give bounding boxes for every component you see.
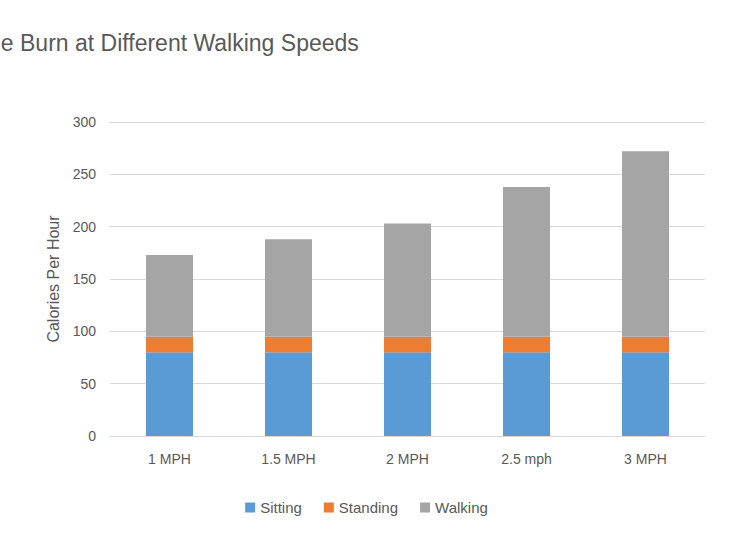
svg-text:2.5 mph: 2.5 mph xyxy=(501,451,552,467)
svg-text:Sitting: Sitting xyxy=(260,499,302,516)
svg-text:300: 300 xyxy=(73,114,97,130)
svg-text:3 MPH: 3 MPH xyxy=(624,451,667,467)
svg-text:2 MPH: 2 MPH xyxy=(386,451,429,467)
svg-text:Calories Per Hour: Calories Per Hour xyxy=(45,215,62,343)
svg-text:0: 0 xyxy=(88,428,96,444)
svg-text:200: 200 xyxy=(73,219,97,235)
svg-text:150: 150 xyxy=(73,271,97,287)
svg-text:Standing: Standing xyxy=(339,499,398,516)
svg-text:Walking: Walking xyxy=(435,499,488,516)
svg-text:250: 250 xyxy=(73,166,97,182)
svg-text:50: 50 xyxy=(80,376,96,392)
svg-text:100: 100 xyxy=(73,323,97,339)
svg-text:Incremental Calorie Burn at Di: Incremental Calorie Burn at Different Wa… xyxy=(0,30,359,56)
svg-text:1 MPH: 1 MPH xyxy=(148,451,191,467)
svg-text:1.5 MPH: 1.5 MPH xyxy=(261,451,315,467)
